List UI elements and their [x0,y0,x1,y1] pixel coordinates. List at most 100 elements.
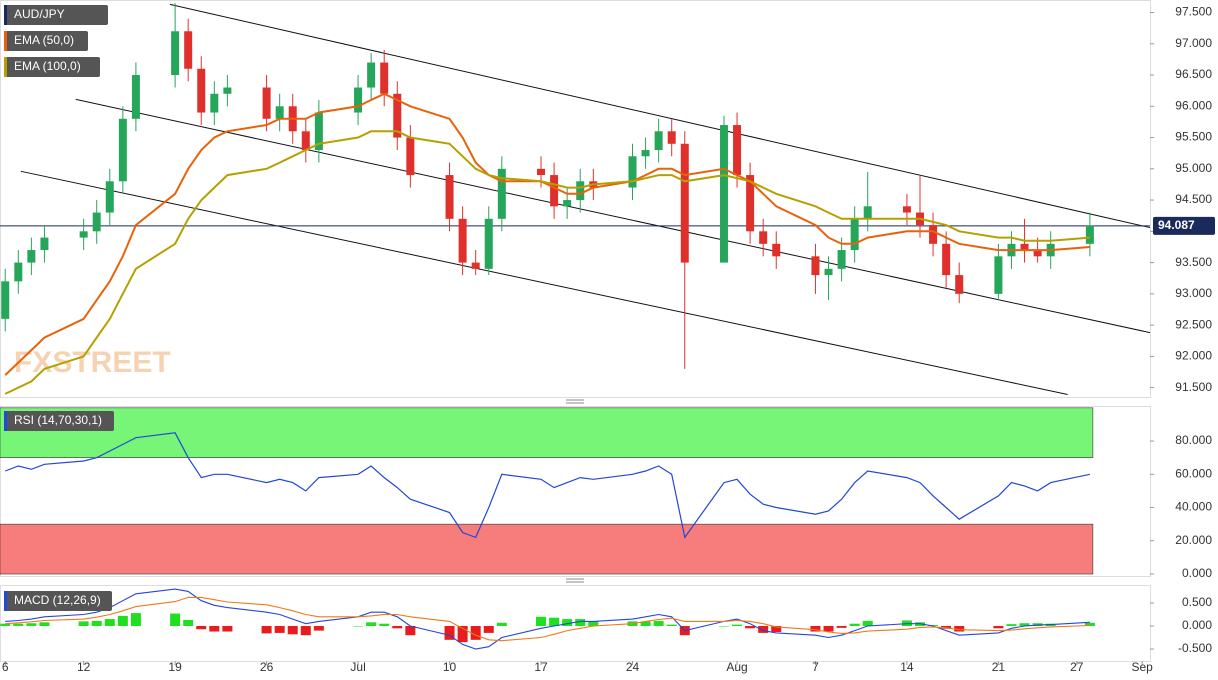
macd-histogram-bar [366,622,377,626]
x-tick-label: 12 [77,660,91,674]
macd-histogram-bar [562,619,573,626]
macd-histogram-bar [130,613,141,626]
legend-box [4,57,100,77]
candle-body [367,62,376,88]
candle-body [406,137,415,176]
macd-histogram-bar [78,621,89,626]
x-tick-label: 17 [534,660,548,674]
candle-body [79,231,88,238]
x-tick-label: Jul [350,660,365,674]
y-tick-label: 92.500 [1175,317,1212,331]
candle-body [27,250,36,263]
legend-label: RSI (14,70,30,1) [14,413,102,427]
y-tick-label: 0.500 [1182,595,1212,609]
macd-histogram-bar [196,625,207,630]
macd-histogram-bar [810,625,821,632]
watermark: FXSTREET [14,346,171,379]
macd-line [5,588,1090,650]
candle-body [1020,243,1029,251]
price-panel [0,0,1151,398]
last-price-tag [1153,216,1215,235]
trendline [169,3,1151,229]
legend-box [4,5,108,25]
macd-histogram-bar [862,620,873,626]
macd-histogram-bar [1019,623,1030,626]
macd-histogram-bar [575,619,586,626]
y-tick-label: 96.000 [1175,98,1212,112]
x-tick-label: Sep [1131,660,1153,674]
macd-histogram-bar [993,625,1004,629]
macd-histogram-bar [653,620,664,626]
candle-body [40,237,49,251]
legend-swatch [4,411,7,431]
legend-label: EMA (100,0) [14,59,81,73]
y-tick-label: 20.000 [1175,533,1212,547]
y-tick-label: 97.000 [1175,36,1212,50]
macd-histogram-bar [849,623,860,626]
legend-swatch [4,31,7,51]
macd-histogram-bar [954,625,965,632]
macd-histogram-bar [836,625,847,628]
macd-histogram-bar [823,625,834,632]
candle-body [955,275,964,294]
panel-handle[interactable] [566,399,584,404]
x-tick-label: 14 [900,660,914,674]
candle-body [1,281,10,319]
macd-histogram-bar [1084,622,1095,626]
macd-histogram-bar [379,623,390,626]
y-tick-label: 60.000 [1175,466,1212,480]
macd-histogram-bar [26,623,37,626]
candle-body [994,256,1003,294]
y-tick-label: 92.000 [1175,349,1212,363]
x-tick-label: 21 [992,660,1006,674]
candle-body [393,93,402,138]
candle-body [223,87,232,94]
macd-histogram-bar [261,625,272,634]
candle-body [301,131,310,151]
last-price-label: 94.087 [1158,218,1195,232]
macd-histogram-bar [209,625,220,632]
x-tick-label: 19 [168,660,182,674]
macd-histogram-bar [392,625,403,629]
legend-swatch [4,57,7,77]
rsi-band [0,523,1094,575]
rsi-line [4,432,1091,539]
x-tick-label: 27 [1070,660,1084,674]
candle-body [811,256,820,276]
candle-body [837,250,846,269]
candle-body [484,218,493,269]
x-tick-label: 6 [2,660,9,674]
candle-body [850,218,859,251]
y-tick-label: 95.000 [1175,161,1212,175]
y-tick-label: 93.000 [1175,286,1212,300]
candle-body [550,175,559,207]
macd-histogram-bar [549,617,560,626]
macd-histogram-bar [588,621,599,626]
candle-body [210,93,219,113]
candle-body [733,125,742,176]
panel-handle[interactable] [566,578,584,583]
candle-body [680,143,689,263]
candle-body [772,243,781,257]
y-tick-label: 96.500 [1175,67,1212,81]
macd-histogram-bar [117,615,128,626]
x-tick-label: Aug [726,660,747,674]
candle-body [902,206,911,213]
macd-histogram-bar [287,625,298,635]
legend-swatch [4,5,7,25]
candle-body [171,31,180,76]
macd-histogram-bar [666,624,677,626]
legend-label: MACD (12,26,9) [14,593,101,607]
legend-swatch [4,591,7,611]
candle-body [262,87,271,119]
macd-histogram-bar [457,625,468,643]
candle-body [314,112,323,151]
candle-body [759,231,768,244]
candle-body [471,262,480,269]
macd-histogram-bar [771,625,782,632]
macd-histogram-bar [274,625,285,633]
candle-body [641,150,650,157]
rsi-band [0,407,1094,458]
